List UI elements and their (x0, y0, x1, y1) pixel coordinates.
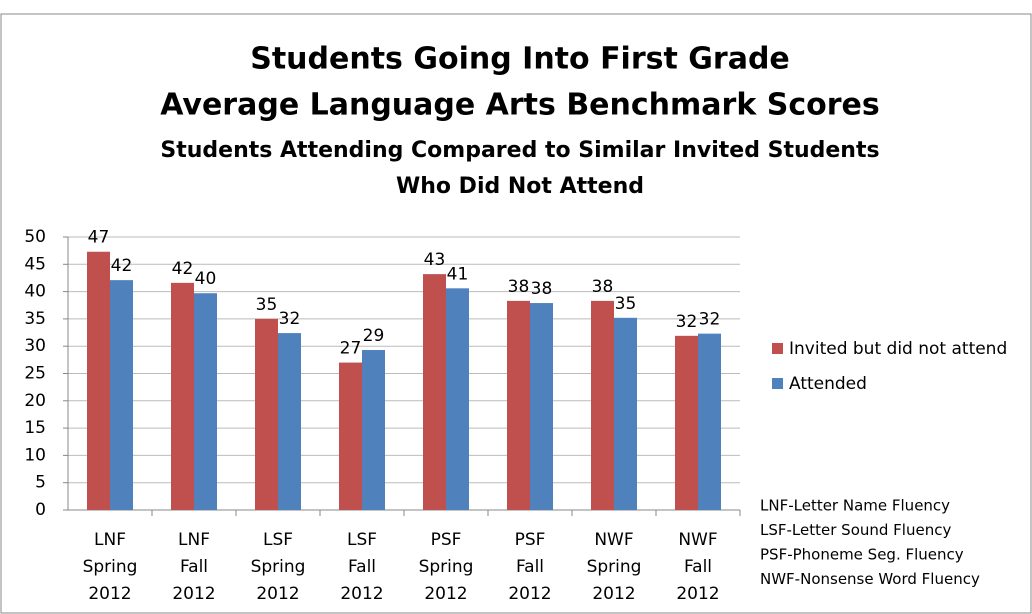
chart-subtitle: Who Did Not Attend (396, 174, 644, 199)
x-tick-label: Fall (516, 557, 544, 577)
x-tick-label: 2012 (256, 584, 299, 604)
legend-swatch (772, 343, 783, 354)
x-tick-label: NWF (594, 530, 633, 550)
bar (87, 251, 110, 510)
chart-title: Average Language Arts Benchmark Scores (160, 88, 879, 123)
data-label: 38 (531, 279, 553, 299)
x-tick-label: 2012 (172, 584, 215, 604)
x-tick-label: 2012 (424, 584, 467, 604)
x-tick-label: PSF (431, 530, 462, 550)
legend-label: Attended (789, 374, 867, 394)
data-label: 43 (424, 250, 446, 270)
x-tick-label: 2012 (676, 584, 719, 604)
bar (110, 280, 133, 510)
bar (614, 317, 637, 510)
bar (171, 282, 194, 510)
x-tick-label: Fall (348, 557, 376, 577)
y-tick-label: 20 (24, 391, 46, 411)
data-label: 40 (195, 269, 217, 289)
data-label: 42 (111, 256, 133, 276)
note: PSF-Phoneme Seg. Fluency (760, 546, 964, 564)
bar (339, 362, 362, 510)
x-tick-label: Spring (83, 557, 138, 577)
data-label: 27 (340, 339, 362, 359)
x-tick-label: Fall (684, 557, 712, 577)
y-tick-label: 5 (35, 473, 46, 493)
bar (255, 318, 278, 510)
bar (423, 274, 446, 510)
data-label: 41 (447, 264, 469, 284)
x-tick-label: NWF (678, 530, 717, 550)
data-label: 38 (592, 277, 614, 297)
x-tick-label: LNF (94, 530, 126, 550)
bar (362, 350, 385, 510)
data-label: 32 (699, 310, 721, 330)
data-label: 42 (172, 259, 194, 279)
y-tick-label: 35 (24, 309, 46, 329)
y-tick-label: 45 (24, 254, 46, 274)
data-label: 35 (615, 294, 637, 314)
y-tick-label: 30 (24, 336, 46, 356)
x-tick-label: LSF (347, 530, 377, 550)
chart-subtitle: Students Attending Compared to Similar I… (160, 138, 879, 163)
x-tick-label: LSF (263, 530, 293, 550)
legend-swatch (772, 378, 783, 389)
data-label: 32 (279, 309, 301, 329)
y-tick-label: 15 (24, 418, 46, 438)
note: LNF-Letter Name Fluency (760, 497, 950, 515)
data-label: 47 (88, 228, 110, 248)
note: LSF-Letter Sound Fluency (760, 521, 951, 539)
y-tick-label: 50 (24, 227, 46, 247)
x-tick-label: 2012 (340, 584, 383, 604)
x-tick-label: Spring (587, 557, 642, 577)
y-tick-label: 10 (24, 445, 46, 465)
legend-label: Invited but did not attend (789, 339, 1007, 359)
x-tick-label: 2012 (508, 584, 551, 604)
bar (278, 333, 301, 510)
bar (591, 300, 614, 510)
chart-title: Students Going Into First Grade (250, 42, 790, 77)
x-tick-label: Spring (419, 557, 474, 577)
y-tick-label: 25 (24, 364, 46, 384)
y-tick-label: 40 (24, 282, 46, 302)
data-label: 32 (676, 312, 698, 332)
bar (194, 293, 217, 510)
x-tick-label: Fall (180, 557, 208, 577)
bar (698, 333, 721, 510)
x-tick-label: 2012 (88, 584, 131, 604)
data-label: 29 (363, 326, 385, 346)
y-tick-label: 0 (35, 500, 46, 520)
data-label: 38 (508, 277, 530, 297)
bar (675, 335, 698, 510)
bar (507, 300, 530, 510)
x-tick-label: Spring (251, 557, 306, 577)
bar (446, 288, 469, 510)
note: NWF-Nonsense Word Fluency (760, 570, 980, 588)
bar (530, 303, 553, 510)
x-tick-label: PSF (515, 530, 546, 550)
x-tick-label: 2012 (592, 584, 635, 604)
x-tick-label: LNF (178, 530, 210, 550)
data-label: 35 (256, 295, 278, 315)
